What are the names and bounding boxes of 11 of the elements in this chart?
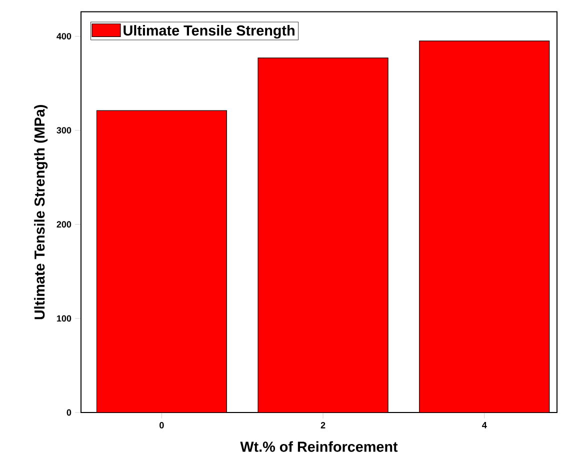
legend-label: Ultimate Tensile Strength [124,25,294,39]
y-tick-label: 100 [57,315,72,322]
x-tick-label: 4 [482,422,487,428]
y-tick-label: 300 [56,127,72,134]
y-axis-title: Ultimate Tensile Strength (MPa) [34,104,48,320]
y-tick-label: 0 [66,409,72,416]
x-tick-label: 2 [320,422,326,428]
y-tick-label: 200 [56,221,72,228]
y-tick-label: 400 [56,33,72,40]
x-axis-title: Wt.% of Reinforcement [240,441,398,452]
x-tick-label: 0 [160,422,164,428]
